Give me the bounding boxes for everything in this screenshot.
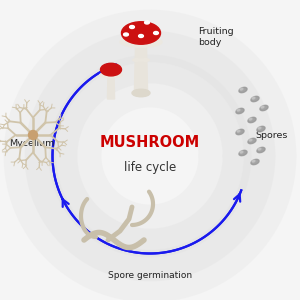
Text: Fruiting
body: Fruiting body <box>198 27 234 47</box>
Ellipse shape <box>239 150 247 156</box>
Ellipse shape <box>236 129 244 135</box>
Ellipse shape <box>237 130 240 132</box>
Ellipse shape <box>236 108 244 114</box>
Ellipse shape <box>237 109 240 111</box>
Ellipse shape <box>261 106 264 108</box>
Ellipse shape <box>257 147 265 153</box>
Ellipse shape <box>257 126 265 132</box>
Ellipse shape <box>248 138 256 144</box>
Ellipse shape <box>154 32 158 34</box>
Ellipse shape <box>120 37 162 47</box>
Ellipse shape <box>249 118 252 120</box>
Ellipse shape <box>100 63 122 76</box>
Ellipse shape <box>240 151 243 153</box>
Ellipse shape <box>251 96 259 102</box>
Ellipse shape <box>240 88 243 90</box>
Ellipse shape <box>124 33 128 36</box>
Ellipse shape <box>249 139 252 141</box>
Ellipse shape <box>133 58 149 62</box>
Ellipse shape <box>132 89 150 97</box>
Ellipse shape <box>248 117 256 123</box>
Text: MUSHROOM: MUSHROOM <box>100 135 200 150</box>
Ellipse shape <box>239 87 247 93</box>
Text: life cycle: life cycle <box>124 161 176 175</box>
Ellipse shape <box>100 72 122 78</box>
Ellipse shape <box>252 160 255 162</box>
Text: Mycelium: Mycelium <box>9 140 54 148</box>
Ellipse shape <box>258 127 261 129</box>
Ellipse shape <box>145 21 149 24</box>
Ellipse shape <box>251 159 259 165</box>
Ellipse shape <box>252 97 255 99</box>
Ellipse shape <box>139 34 143 38</box>
Ellipse shape <box>130 26 134 29</box>
Ellipse shape <box>260 105 268 111</box>
Polygon shape <box>107 75 115 99</box>
Circle shape <box>28 130 38 140</box>
Polygon shape <box>134 42 148 93</box>
Text: Spores: Spores <box>255 130 287 140</box>
Ellipse shape <box>258 148 261 150</box>
Text: Spore germination: Spore germination <box>108 272 192 280</box>
Ellipse shape <box>122 22 160 44</box>
